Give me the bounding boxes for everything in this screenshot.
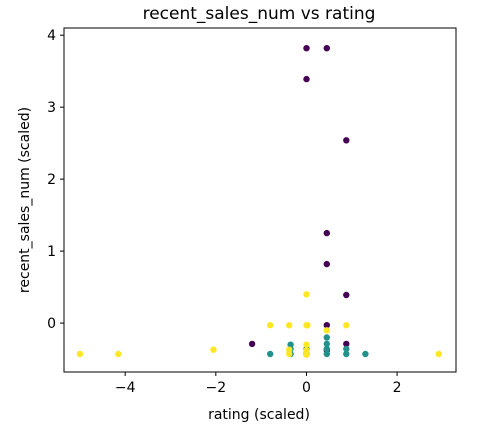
scatter-point [323,340,330,348]
scatter-point [323,322,330,329]
chart-title: recent_sales_num vs rating [143,4,376,24]
scatter-point [323,334,330,341]
scatter-point [303,45,310,52]
scatter-point [435,350,442,358]
scatter-point [343,137,350,144]
scatter-point [303,351,310,358]
y-tick-label: 2 [47,172,56,188]
scatter-point [115,350,122,358]
x-tick-label: −2 [205,380,226,396]
scatter-point [343,291,350,299]
scatter-point [76,350,84,358]
scatter-point [304,322,311,329]
scatter-point [343,322,350,329]
scatter-point [286,350,293,358]
x-tick-label: −4 [115,380,136,396]
scatter-point [323,45,330,52]
y-axis-ticks: 0 1 2 3 4 [47,28,64,332]
scatter-point [323,260,330,268]
y-tick-label: 3 [47,100,56,116]
scatter-point [323,229,330,237]
scatter-point [286,322,293,329]
scatter-point [323,350,330,358]
y-axis-label: recent_sales_num (scaled) [17,107,33,293]
x-tick-label: 2 [393,380,402,396]
scatter-point [343,340,350,348]
scatter-point [267,350,274,358]
scatter-point [210,346,217,353]
scatter-point [303,341,310,348]
scatter-point [248,340,256,348]
x-tick-label: 0 [302,380,311,396]
scatter-point [343,345,350,353]
scatter-point [323,327,330,334]
x-axis-label: rating (scaled) [208,407,310,423]
scatter-point [303,75,310,83]
scatter-point [323,345,330,353]
y-tick-label: 1 [47,244,56,260]
scatter-point [343,350,350,358]
data-points [76,45,442,358]
x-axis-ticks: −4 −2 0 2 [115,372,402,396]
scatter-point [362,350,369,358]
plot-area-frame [63,27,457,373]
scatter-point [267,322,274,329]
y-tick-label: 0 [47,316,56,332]
y-tick-label: 4 [47,28,56,44]
scatter-point [303,291,310,298]
